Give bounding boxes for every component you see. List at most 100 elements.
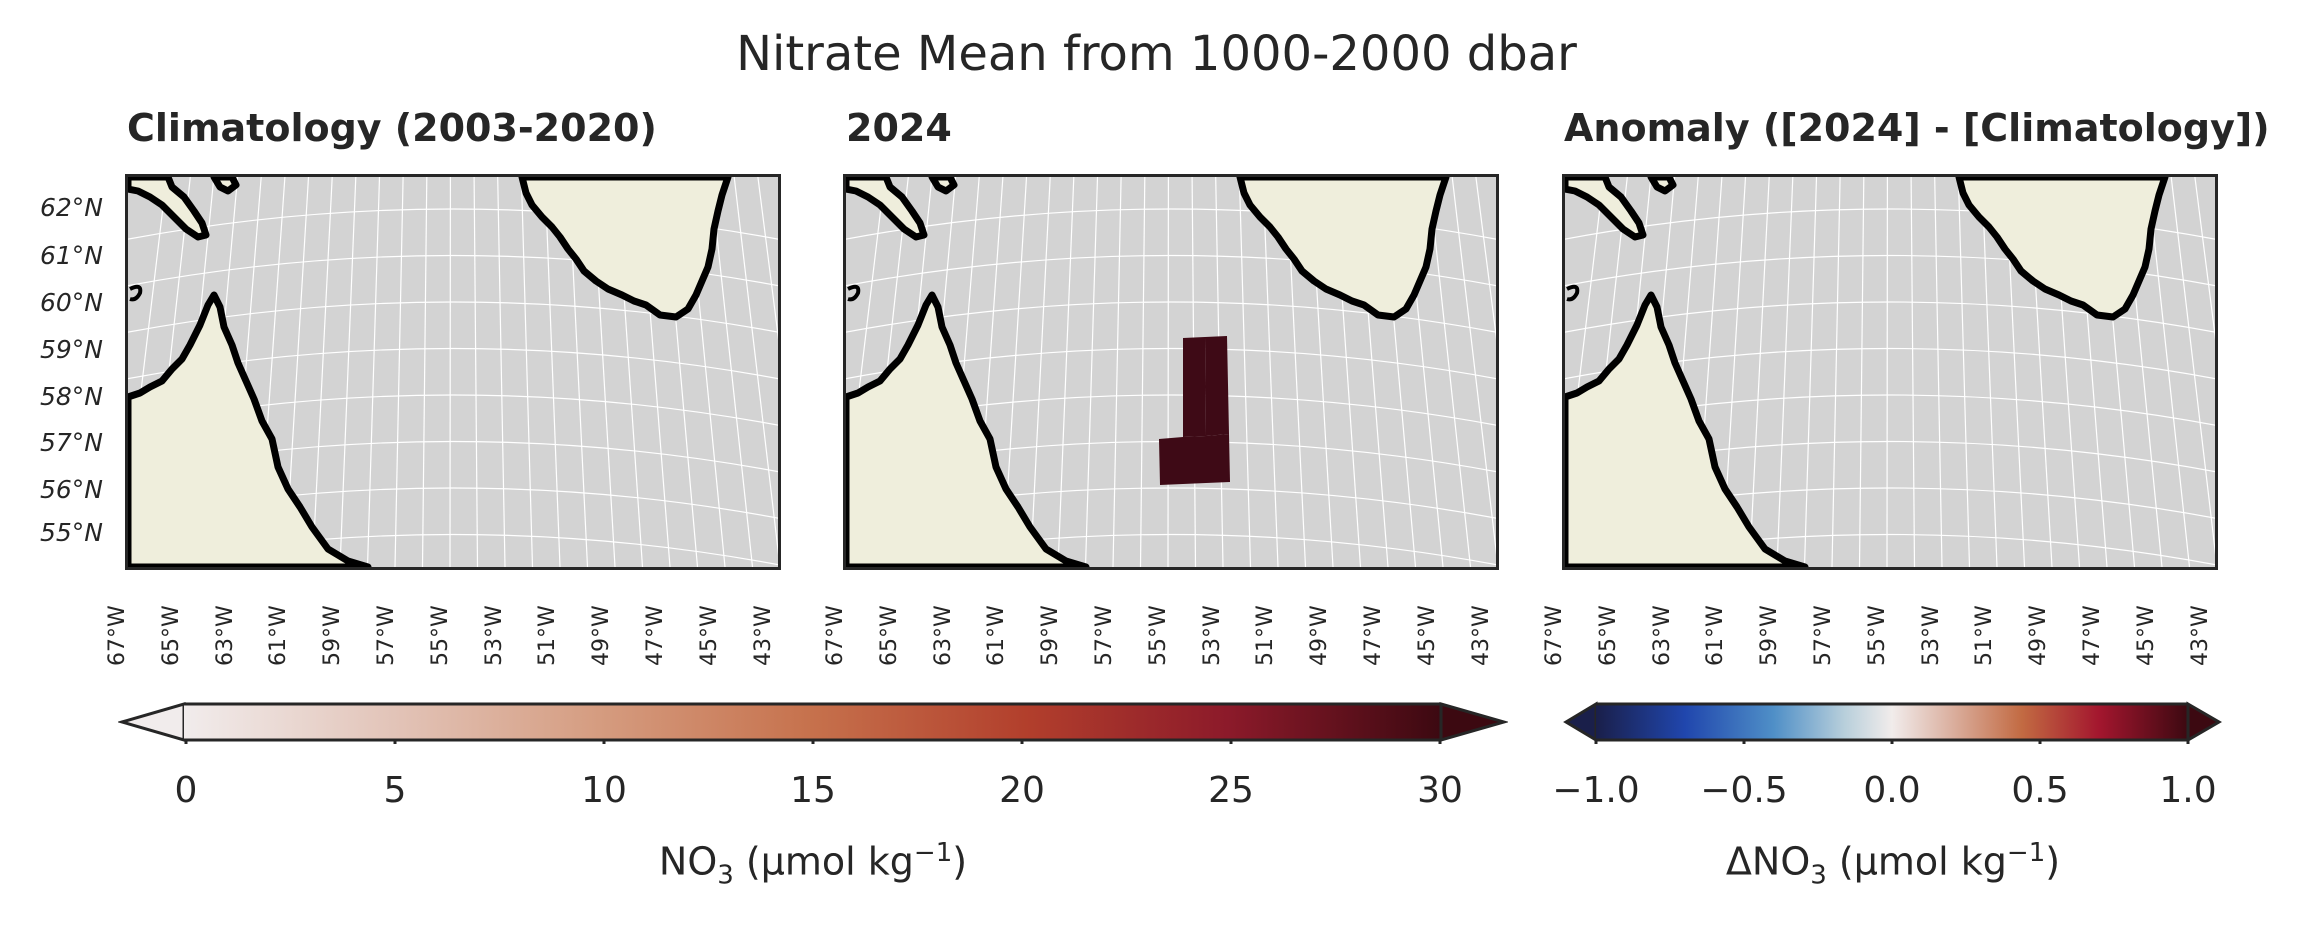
lon-label: 47°W [2080,605,2105,666]
data-cell [1183,436,1206,484]
land [128,177,732,567]
lon-label: 61°W [984,605,1010,666]
lon-label: 47°W [643,605,668,666]
meridian-line [1934,177,1943,567]
map-climatology [128,177,778,567]
lon-label: 45°W [696,605,722,666]
meridian-line [1957,177,1971,567]
islet-outline [129,284,143,302]
meridian-line [1858,177,1865,567]
lat-label: 59°N [39,335,103,364]
colorbar-tick-label: 20 [999,770,1045,811]
lon-label: 53°W [481,605,507,666]
meridian-line [1748,177,1770,567]
lon-label: 67°W [105,605,130,666]
lon-label: 43°W [2187,605,2213,666]
lon-label: 45°W [2133,605,2159,666]
lon-label: 55°W [427,605,453,666]
colorbar-no3 [118,702,1508,744]
lon-label: 49°W [589,605,615,666]
colorbar-tick-label: 0 [174,770,198,811]
lon-label: 51°W [1972,605,1998,666]
baffin-land [128,177,210,241]
meridian-line [394,177,404,567]
meridian-line [1451,177,1496,556]
island-land [1647,177,1677,195]
lon-label: 67°W [1542,605,1567,666]
meridian-line [1475,177,1496,340]
lon-label: 43°W [750,605,776,666]
lon-label: 55°W [1145,605,1171,666]
meridian-line [757,177,778,340]
map-panel-anomaly [1562,174,2218,570]
lon-label: 57°W [374,605,399,666]
meridian-line [128,177,168,506]
lat-label: 60°N [39,288,103,317]
lon-label: 59°W [320,605,346,666]
meridian-line [366,177,381,567]
lon-label: 57°W [1092,605,1117,666]
colorbar-gradient [184,704,1441,740]
map-panel-2024 [843,174,1499,570]
colorbar-tick-label: −1.0 [1552,770,1640,811]
baffin-land [846,177,928,241]
meridian-line [497,177,506,567]
meridian-line [1029,177,1051,567]
colorbar-tick-label: 30 [1417,770,1463,811]
data-cells [1159,336,1230,485]
meridian-line [311,177,333,567]
lon-label: 61°W [1703,605,1729,666]
colorbar-extend-low [118,702,186,742]
lon-label: 59°W [1757,605,1783,666]
lon-label: 55°W [1864,605,1890,666]
lon-label: 43°W [1468,605,1494,666]
data-cell [1183,337,1206,437]
lon-label: 51°W [535,605,561,666]
lon-label: 47°W [1361,605,1386,666]
lat-label: 57°N [39,428,103,457]
colorbar-tick-label: 1.0 [2159,770,2217,811]
colorbar-label-no3: NO3 (µmol kg−1) [658,838,968,891]
lon-label: 65°W [158,605,184,666]
meridian-line [1139,177,1146,567]
meridian-line [473,177,479,567]
lon-label: 51°W [1253,605,1279,666]
colorbar-extend-low [1563,701,1598,743]
meridian-line [544,177,561,567]
lon-label: 57°W [1811,605,1836,666]
data-cell [1159,437,1183,485]
meridian-line [339,177,357,567]
baffin-land [1565,177,1647,241]
meridian-line [710,177,754,567]
lat-label: 56°N [39,475,103,504]
colorbar-tick-label: 15 [790,770,836,811]
lon-label: 53°W [1199,605,1225,666]
colorbar-extend-high [1439,702,1508,742]
meridian-line [1831,177,1841,567]
meridian-line [1112,177,1122,567]
colorbar-tick-label: 25 [1208,770,1254,811]
meridian-line [520,177,534,567]
data-cell [1205,336,1229,436]
lon-label: 65°W [876,605,902,666]
meridian-line [1428,177,1472,567]
map-panel-climatology [125,174,781,570]
labrador-land [128,291,372,567]
colorbar-dno3 [1563,701,2222,744]
panel-title-anomaly: Anomaly ([2024] - [Climatology]) [1564,106,2270,150]
meridian-line [733,177,778,556]
data-cell [1206,434,1230,483]
land [1565,177,2169,567]
labrador-land [1565,291,1809,567]
lon-label: 63°W [930,605,956,666]
labrador-land [846,291,1090,567]
lat-label: 58°N [39,382,103,411]
meridian-line [2147,177,2191,567]
lat-label: 55°N [39,518,103,547]
colorbar-label-dno3: ΔNO3 (µmol kg−1) [1725,838,2061,891]
lat-label: 61°N [39,241,103,270]
meridian-line [1238,177,1252,567]
land [846,177,1450,567]
island-land [210,177,240,195]
meridian-line [1565,177,1605,506]
